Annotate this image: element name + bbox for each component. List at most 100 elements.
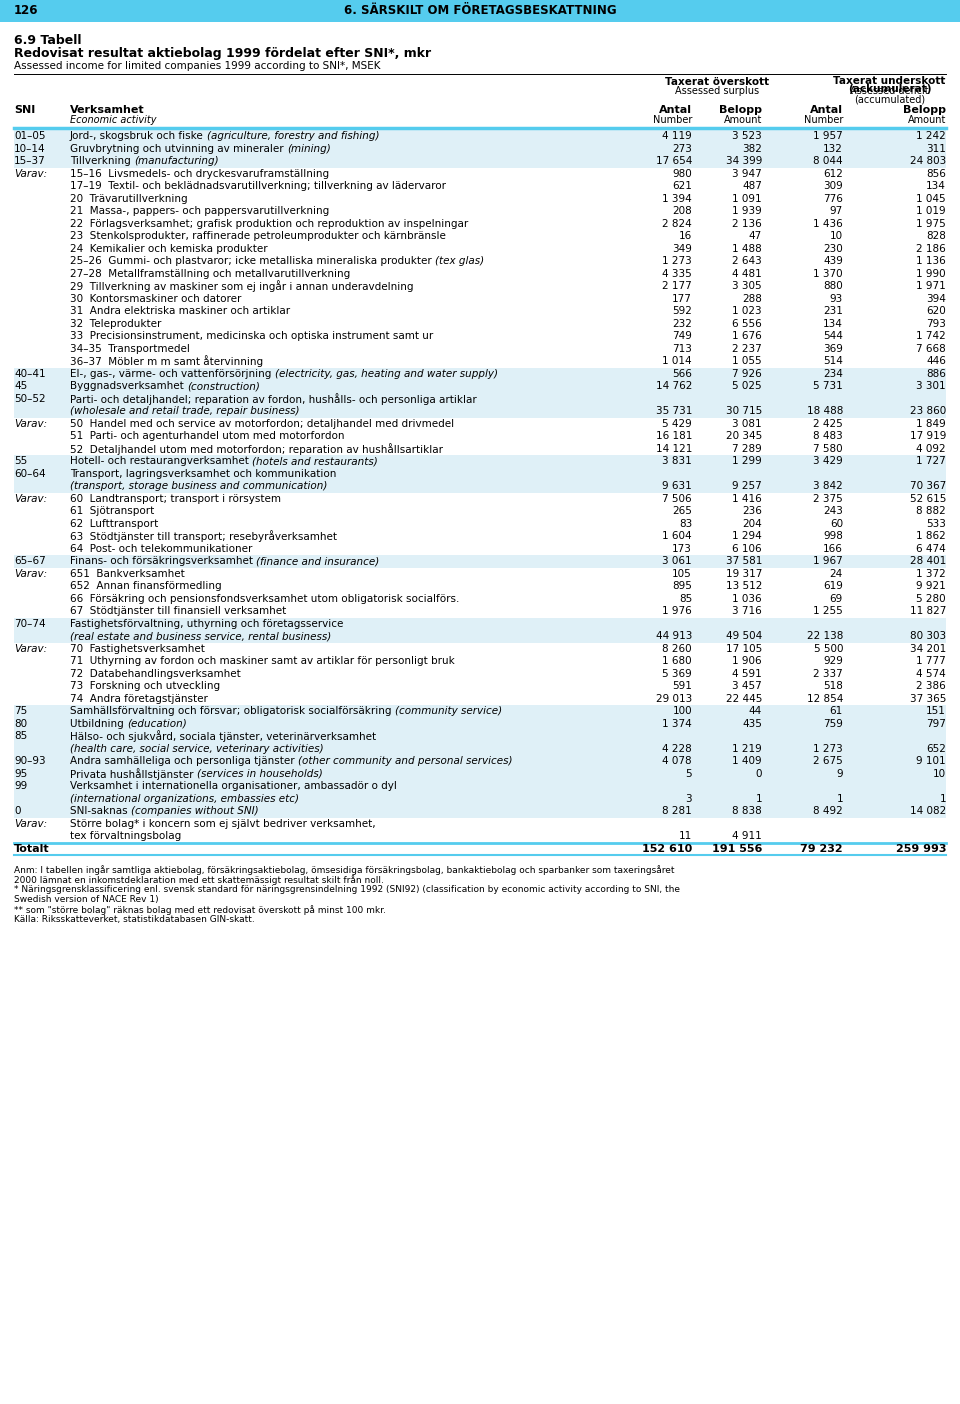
- Text: 1 014: 1 014: [662, 357, 692, 366]
- Text: 1 273: 1 273: [662, 257, 692, 267]
- Text: 1 370: 1 370: [813, 268, 843, 279]
- Text: 5 500: 5 500: [813, 644, 843, 654]
- Text: Number: Number: [804, 115, 843, 125]
- Text: Economic activity: Economic activity: [70, 115, 156, 125]
- Text: 8 260: 8 260: [662, 644, 692, 654]
- Text: 6 106: 6 106: [732, 543, 762, 553]
- Text: 1 045: 1 045: [917, 194, 946, 204]
- Text: 1 742: 1 742: [916, 331, 946, 341]
- Text: 2 237: 2 237: [732, 344, 762, 354]
- Text: Utbildning: Utbildning: [70, 719, 127, 729]
- Text: 620: 620: [926, 306, 946, 316]
- Text: 80 303: 80 303: [910, 632, 946, 642]
- Text: 61: 61: [829, 706, 843, 716]
- Text: 17–19  Textil- och beklädnadsvarutillverkning; tillverkning av lädervaror: 17–19 Textil- och beklädnadsvarutillverk…: [70, 181, 446, 191]
- Text: 4 228: 4 228: [662, 744, 692, 754]
- Text: 9 257: 9 257: [732, 482, 762, 491]
- Text: 5 280: 5 280: [917, 594, 946, 604]
- Text: 12 854: 12 854: [806, 694, 843, 703]
- Text: 45: 45: [14, 382, 27, 392]
- Text: 99: 99: [14, 781, 27, 792]
- Bar: [14, 743, 946, 755]
- Text: 28 401: 28 401: [910, 556, 946, 566]
- Text: 980: 980: [672, 168, 692, 178]
- Text: 621: 621: [672, 181, 692, 191]
- Text: 51  Parti- och agenturhandel utom med motorfordon: 51 Parti- och agenturhandel utom med mot…: [70, 431, 345, 441]
- Text: Swedish version of NACE Rev 1): Swedish version of NACE Rev 1): [14, 894, 158, 904]
- Text: 14 082: 14 082: [910, 806, 946, 816]
- Text: 44: 44: [749, 706, 762, 716]
- Text: 6 556: 6 556: [732, 319, 762, 329]
- Text: 72  Databehandlingsverksamhet: 72 Databehandlingsverksamhet: [70, 668, 241, 678]
- Text: 1 939: 1 939: [732, 206, 762, 216]
- Text: 90–93: 90–93: [14, 757, 46, 767]
- Text: 7 289: 7 289: [732, 444, 762, 453]
- Text: (mining): (mining): [287, 143, 330, 154]
- Text: 880: 880: [824, 281, 843, 291]
- Text: 259 993: 259 993: [896, 844, 946, 854]
- Text: * Näringsgrensklassificering enl. svensk standard för näringsgrensindelning 1992: * Näringsgrensklassificering enl. svensk…: [14, 885, 680, 894]
- Text: 30  Kontorsmaskiner och datorer: 30 Kontorsmaskiner och datorer: [70, 293, 241, 303]
- Text: 16 181: 16 181: [656, 431, 692, 441]
- Text: 132: 132: [823, 143, 843, 154]
- Text: SNI-saknas: SNI-saknas: [70, 806, 131, 816]
- Text: 446: 446: [926, 357, 946, 366]
- Text: 612: 612: [823, 168, 843, 178]
- Text: Verksamhet: Verksamhet: [70, 105, 145, 115]
- Text: 15–37: 15–37: [14, 156, 46, 166]
- Text: 2 337: 2 337: [813, 668, 843, 678]
- Text: 71  Uthyrning av fordon och maskiner samt av artiklar för personligt bruk: 71 Uthyrning av fordon och maskiner samt…: [70, 656, 455, 667]
- Bar: [14, 555, 946, 567]
- Text: 208: 208: [672, 206, 692, 216]
- Text: 776: 776: [823, 194, 843, 204]
- Text: 592: 592: [672, 306, 692, 316]
- Text: 67  Stödtjänster till finansiell verksamhet: 67 Stödtjänster till finansiell verksamh…: [70, 607, 286, 616]
- Text: 27–28  Metallframställning och metallvarutillverkning: 27–28 Metallframställning och metallvaru…: [70, 268, 350, 279]
- Bar: [14, 468, 946, 480]
- Text: 14 121: 14 121: [656, 444, 692, 453]
- Text: Verksamhet i internationella organisationer, ambassadör o dyl: Verksamhet i internationella organisatio…: [70, 781, 396, 792]
- Text: 44 913: 44 913: [656, 632, 692, 642]
- Text: 6 474: 6 474: [916, 543, 946, 553]
- Text: 105: 105: [672, 569, 692, 578]
- Text: 29 013: 29 013: [656, 694, 692, 703]
- Text: (hotels and restaurants): (hotels and restaurants): [252, 456, 378, 466]
- Text: 619: 619: [823, 581, 843, 591]
- Text: 797: 797: [926, 719, 946, 729]
- Text: Finans- och försäkringsverksamhet: Finans- och försäkringsverksamhet: [70, 556, 256, 566]
- Text: 8 044: 8 044: [813, 156, 843, 166]
- Text: 30 715: 30 715: [726, 406, 762, 416]
- Text: 2 375: 2 375: [813, 494, 843, 504]
- Text: 177: 177: [672, 293, 692, 303]
- Text: 100: 100: [672, 706, 692, 716]
- Text: 8 882: 8 882: [916, 507, 946, 517]
- Text: 79 232: 79 232: [801, 844, 843, 854]
- Text: 1 055: 1 055: [732, 357, 762, 366]
- Text: 3 523: 3 523: [732, 131, 762, 142]
- Text: 18 488: 18 488: [806, 406, 843, 416]
- Text: 3 429: 3 429: [813, 456, 843, 466]
- Text: 24 803: 24 803: [910, 156, 946, 166]
- Text: Varav:: Varav:: [14, 819, 47, 828]
- Text: 4 092: 4 092: [917, 444, 946, 453]
- Text: 273: 273: [672, 143, 692, 154]
- Text: 439: 439: [823, 257, 843, 267]
- Text: 173: 173: [672, 543, 692, 553]
- Text: 40–41: 40–41: [14, 369, 46, 379]
- Text: SNI: SNI: [14, 105, 36, 115]
- Text: 382: 382: [742, 143, 762, 154]
- Text: El-, gas-, värme- och vattenförsörjning: El-, gas-, värme- och vattenförsörjning: [70, 369, 275, 379]
- Text: 13 512: 13 512: [726, 581, 762, 591]
- Text: 652: 652: [926, 744, 946, 754]
- Text: 4 574: 4 574: [916, 668, 946, 678]
- Text: Hälso- och sjukvård, sociala tjänster, veterinärverksamhet: Hälso- och sjukvård, sociala tjänster, v…: [70, 730, 376, 743]
- Text: 1 023: 1 023: [732, 306, 762, 316]
- Text: 5 025: 5 025: [732, 382, 762, 392]
- Text: 8 281: 8 281: [662, 806, 692, 816]
- Bar: [14, 717, 946, 730]
- Bar: [14, 804, 946, 817]
- Text: 50–52: 50–52: [14, 393, 46, 404]
- Bar: [14, 792, 946, 804]
- Text: 236: 236: [742, 507, 762, 517]
- Text: 1 906: 1 906: [732, 656, 762, 667]
